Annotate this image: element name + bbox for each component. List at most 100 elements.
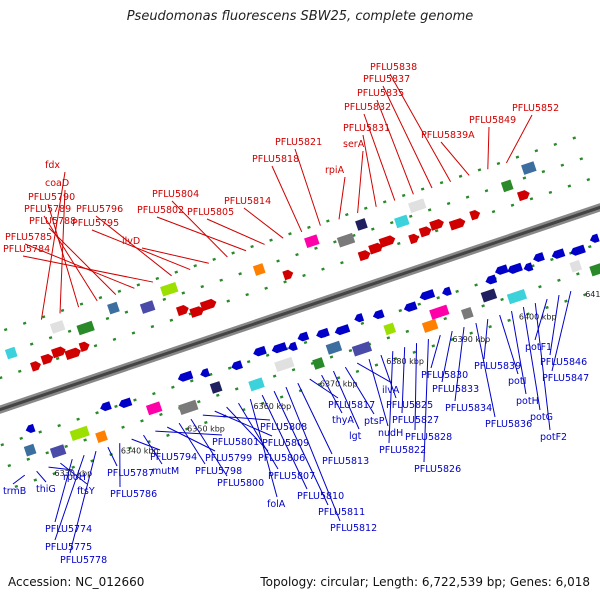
top-gene-arrow: [357, 250, 371, 262]
top-gene-arrow: [448, 218, 466, 231]
top-label-line: [505, 114, 533, 164]
bottom-label-line: [483, 319, 489, 360]
bottom-label-line: [143, 434, 163, 465]
top-gene-box: [139, 300, 156, 314]
bottom-gene-label: potI: [508, 376, 526, 387]
top-gene-label: PFLU5849: [469, 115, 516, 126]
bottom-gene-label: mutM: [152, 466, 179, 477]
top-gene-box: [4, 346, 18, 360]
bottom-gene-label: PFLU5787: [107, 468, 154, 479]
top-gene-label: PFLU5831: [343, 123, 390, 134]
bottom-gene-label: potH: [516, 396, 539, 407]
bottom-gene-label: PFLU5786: [110, 489, 157, 500]
bottom-label-line: [214, 410, 273, 437]
top-gene-label: PFLU5814: [224, 196, 271, 207]
bottom-label-line: [551, 290, 572, 372]
top-gene-arrow: [78, 341, 90, 353]
bottom-label-line: [321, 374, 343, 414]
bottom-gene-arrow: [100, 401, 112, 412]
top-gene-label: ilvD: [122, 236, 140, 247]
top-gene-box: [336, 232, 356, 248]
top-gene-label: PFLU5835: [357, 88, 404, 99]
bottom-gene-label: potG: [530, 412, 553, 423]
top-label-line: [22, 255, 154, 283]
label-lines: [12, 73, 572, 554]
top-label-line: [363, 113, 396, 201]
bottom-label-line: [261, 394, 308, 490]
bottom-gene-label: PFLU5811: [318, 507, 365, 518]
top-label-line: [43, 215, 98, 302]
bottom-label-line: [69, 451, 97, 554]
bottom-gene-label: ptsP: [364, 416, 385, 427]
top-gene-label: coaD: [45, 178, 69, 189]
top-gene-label: rpiA: [325, 165, 345, 176]
bottom-gene-label: ilvA: [382, 385, 400, 396]
bottom-gene-label: folA: [267, 499, 286, 510]
top-gene-arrow: [51, 346, 66, 359]
topology-text: Topology: circular; Length: 6,722,539 bp…: [260, 575, 590, 589]
bottom-gene-box: [480, 288, 498, 303]
bottom-label-line: [534, 298, 548, 341]
bottom-gene-label: PFLU5826: [414, 464, 461, 475]
bottom-gene-box: [421, 318, 439, 333]
bottom-gene-label: PFLU5830: [421, 370, 468, 381]
bottom-label-line: [441, 330, 453, 383]
bottom-gene-arrow: [551, 248, 566, 259]
bottom-gene-box: [178, 399, 199, 415]
bottom-label-line: [167, 426, 216, 452]
bottom-gene-box: [312, 357, 325, 370]
bottom-label-line: [549, 294, 560, 356]
bottom-label-line: [190, 418, 228, 477]
top-gene-arrow: [40, 353, 54, 365]
bottom-label-line: [54, 454, 85, 541]
bottom-gene-box: [69, 425, 90, 442]
top-gene-label: PFLU5821: [275, 137, 322, 148]
top-gene-box: [500, 179, 514, 193]
bottom-gene-arrow: [118, 397, 133, 409]
top-gene-box: [49, 320, 66, 334]
bottom-label-line: [107, 446, 118, 467]
top-gene-label: PFLU5804: [152, 189, 199, 200]
bottom-gene-label: PFLU5822: [379, 445, 426, 456]
bottom-label-line: [238, 402, 279, 470]
top-gene-label: PFLU5852: [512, 103, 559, 114]
bottom-label-line: [511, 310, 527, 395]
bottom-gene-box: [145, 401, 163, 416]
bottom-gene-label: PFLU5834: [445, 403, 492, 414]
bottom-gene-box: [49, 444, 67, 459]
top-gene-label: PFLU5818: [252, 154, 299, 165]
bottom-gene-label: potF1: [525, 342, 552, 353]
bottom-gene-arrow: [419, 289, 436, 301]
top-gene-label: PFLU5784: [3, 244, 50, 255]
bottom-gene-box: [460, 306, 474, 320]
bottom-gene-label: PFLU5800: [217, 478, 264, 489]
gene-features: [4, 161, 600, 459]
top-gene-arrow: [30, 361, 41, 372]
bottom-gene-box: [325, 340, 343, 355]
bottom-gene-label: PFLU5847: [542, 373, 589, 384]
bottom-gene-label: PFLU5817: [328, 400, 375, 411]
bottom-gene-label: rpoH: [63, 472, 86, 483]
bottom-gene-arrow: [403, 301, 418, 312]
bottom-gene-arrow: [200, 368, 211, 378]
kbp-tick-label: 6340 kbp: [121, 447, 159, 456]
bottom-gene-label: PFLU5775: [45, 542, 92, 553]
bottom-gene-box: [209, 381, 223, 394]
bottom-gene-label: lgt: [349, 431, 362, 442]
bottom-gene-box: [274, 356, 295, 373]
bottom-label-line: [226, 406, 269, 452]
top-gene-arrow: [189, 306, 205, 318]
top-gene-label: PFLU5839A: [421, 130, 475, 141]
bottom-gene-arrow: [485, 274, 498, 285]
bottom-label-line: [475, 322, 496, 418]
bottom-gene-label: PFLU5806: [258, 453, 305, 464]
top-label-line: [40, 171, 66, 320]
bottom-label-line: [423, 339, 429, 463]
bottom-gene-box: [569, 259, 583, 273]
bottom-gene-arrow: [271, 342, 288, 354]
bottom-gene-arrow: [442, 286, 452, 296]
bottom-gene-label: PFLU5794: [150, 452, 197, 463]
bottom-gene-arrow: [570, 244, 586, 256]
top-gene-arrow: [64, 347, 81, 361]
